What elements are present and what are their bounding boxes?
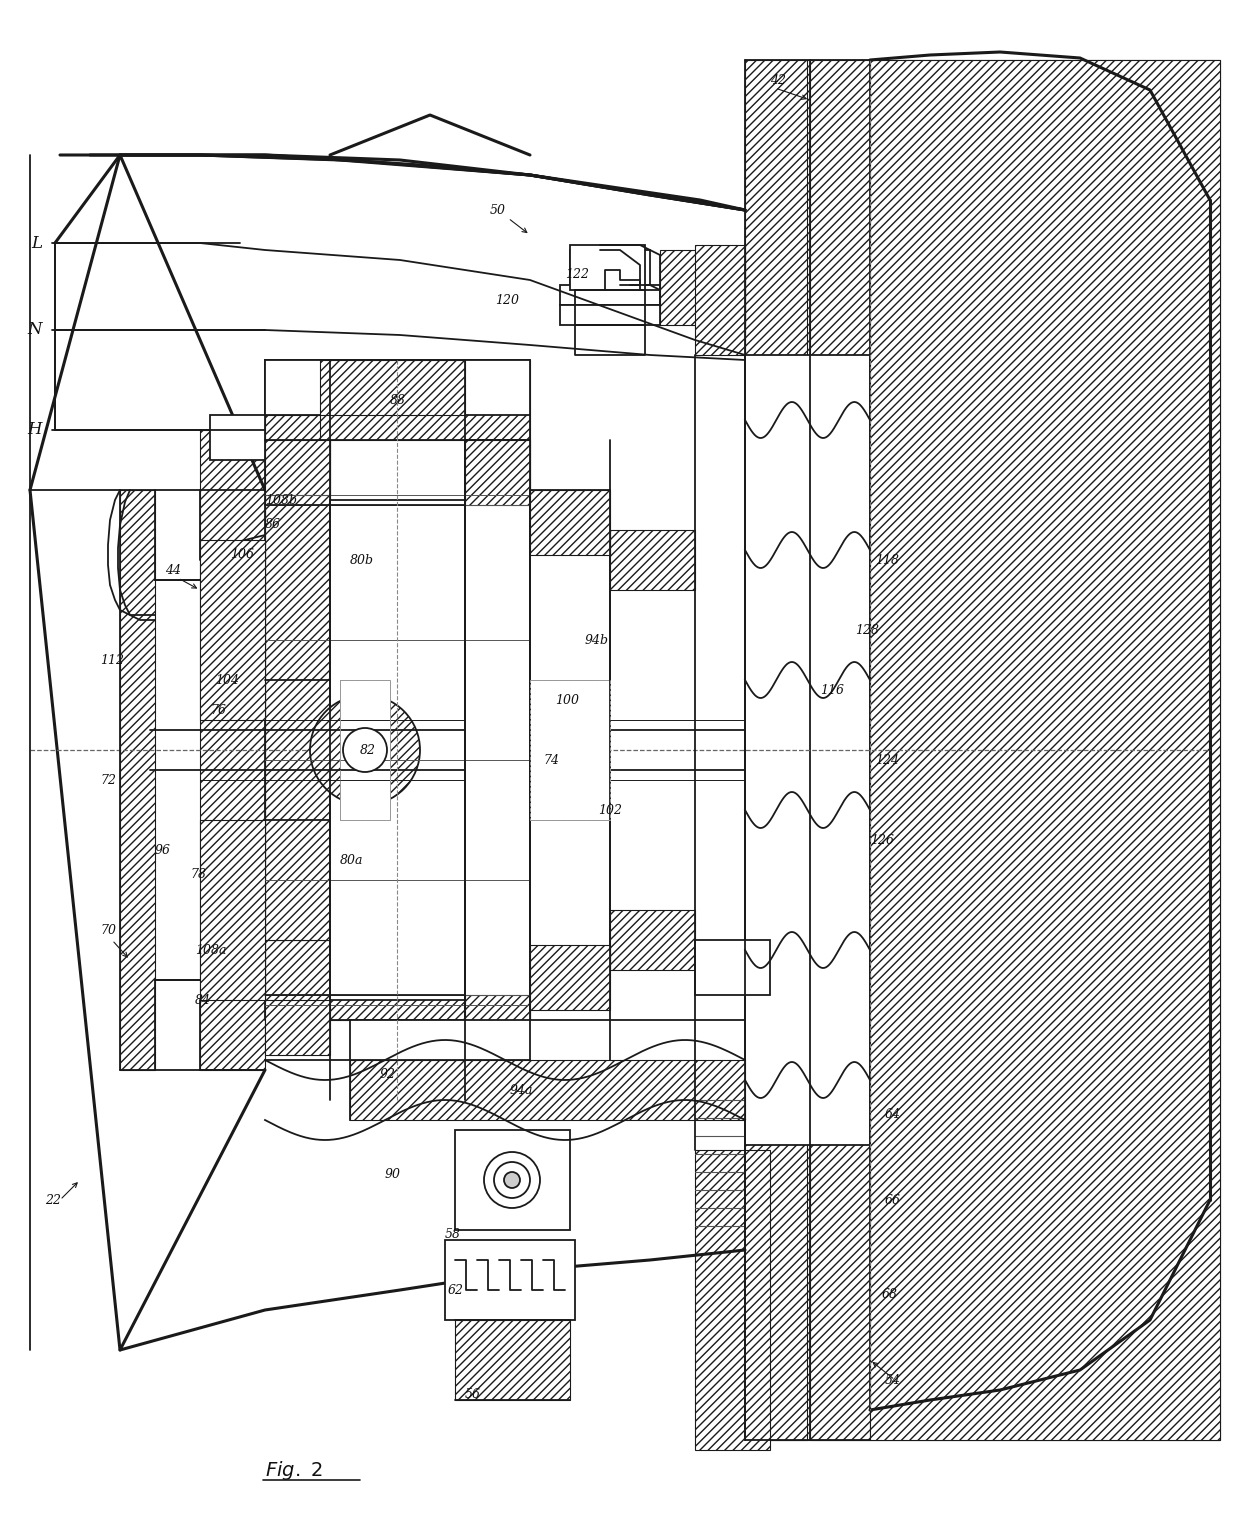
- Bar: [694, 939, 770, 996]
- Text: 44: 44: [165, 564, 181, 576]
- Text: 54: 54: [885, 1374, 901, 1386]
- Bar: [465, 439, 529, 939]
- Bar: [610, 530, 694, 590]
- Bar: [210, 415, 265, 461]
- Text: L: L: [31, 234, 42, 251]
- Bar: [265, 360, 529, 439]
- Bar: [265, 415, 320, 461]
- Bar: [320, 360, 465, 415]
- Text: 96: 96: [155, 844, 171, 856]
- Circle shape: [484, 1152, 539, 1208]
- Bar: [350, 1059, 745, 1120]
- Text: 80a: 80a: [340, 854, 363, 866]
- Bar: [465, 996, 529, 1059]
- Text: 68: 68: [882, 1289, 898, 1301]
- Bar: [529, 679, 610, 819]
- Bar: [529, 679, 610, 819]
- Bar: [455, 1319, 570, 1400]
- Text: 84: 84: [195, 994, 211, 1006]
- Text: 86: 86: [265, 518, 281, 532]
- Text: 78: 78: [190, 868, 206, 882]
- Text: 124: 124: [875, 754, 899, 766]
- Text: 80b: 80b: [350, 553, 374, 567]
- Bar: [529, 945, 610, 1009]
- Text: 128: 128: [856, 623, 879, 637]
- Text: 22: 22: [45, 1193, 61, 1207]
- Text: 88: 88: [391, 394, 405, 406]
- Text: 42: 42: [770, 73, 786, 87]
- Circle shape: [494, 1161, 529, 1198]
- Bar: [745, 356, 870, 1145]
- Bar: [694, 1151, 770, 1450]
- Circle shape: [343, 728, 387, 772]
- Bar: [465, 439, 529, 1059]
- Text: H: H: [27, 421, 42, 438]
- Text: 58: 58: [445, 1228, 461, 1242]
- Bar: [570, 249, 650, 286]
- Circle shape: [503, 1172, 520, 1189]
- Bar: [455, 1129, 570, 1230]
- Bar: [529, 489, 610, 555]
- Text: $\mathit{Fig.\ 2}$: $\mathit{Fig.\ 2}$: [265, 1459, 322, 1482]
- Bar: [265, 439, 330, 496]
- Bar: [330, 500, 465, 1000]
- Bar: [870, 59, 1220, 1439]
- Text: 64: 64: [885, 1108, 901, 1122]
- Bar: [200, 540, 265, 720]
- Text: 66: 66: [885, 1193, 901, 1207]
- Text: 70: 70: [100, 924, 117, 936]
- Text: 112: 112: [100, 654, 124, 666]
- Text: 50: 50: [490, 204, 506, 216]
- Text: 74: 74: [543, 754, 559, 766]
- Text: 104: 104: [215, 673, 239, 687]
- Text: 122: 122: [565, 269, 589, 281]
- Text: 94a: 94a: [510, 1084, 533, 1096]
- Bar: [350, 1020, 745, 1120]
- Bar: [560, 286, 660, 306]
- Text: 108b: 108b: [265, 494, 298, 506]
- Text: 120: 120: [495, 293, 520, 307]
- Bar: [465, 439, 529, 505]
- Text: 106: 106: [229, 549, 254, 561]
- Polygon shape: [745, 59, 1220, 1439]
- Text: 82: 82: [360, 743, 376, 757]
- Bar: [265, 1000, 330, 1055]
- Circle shape: [310, 695, 420, 806]
- Bar: [445, 1240, 575, 1319]
- Text: 56: 56: [465, 1388, 481, 1401]
- Text: N: N: [27, 322, 42, 339]
- Bar: [694, 245, 745, 356]
- Bar: [120, 489, 155, 1070]
- Text: 94b: 94b: [585, 634, 609, 646]
- Text: 118: 118: [875, 553, 899, 567]
- Text: 62: 62: [448, 1283, 464, 1297]
- Text: 108a: 108a: [195, 944, 227, 956]
- Bar: [340, 679, 391, 819]
- Bar: [265, 360, 529, 415]
- Bar: [340, 679, 391, 819]
- Bar: [200, 819, 265, 1000]
- Bar: [570, 245, 645, 290]
- Bar: [660, 249, 745, 325]
- Bar: [610, 910, 694, 970]
- Text: 90: 90: [384, 1169, 401, 1181]
- Text: 100: 100: [556, 693, 579, 707]
- Text: 116: 116: [820, 684, 844, 696]
- Text: 72: 72: [100, 774, 117, 786]
- Text: 102: 102: [598, 804, 622, 816]
- Text: 126: 126: [870, 833, 894, 847]
- Bar: [529, 489, 610, 1009]
- Text: 92: 92: [379, 1069, 396, 1082]
- Bar: [200, 430, 265, 1070]
- Bar: [265, 939, 529, 1020]
- Bar: [745, 59, 807, 1439]
- Text: 76: 76: [210, 704, 226, 716]
- Bar: [265, 439, 330, 939]
- Bar: [810, 59, 870, 1439]
- Bar: [560, 306, 660, 325]
